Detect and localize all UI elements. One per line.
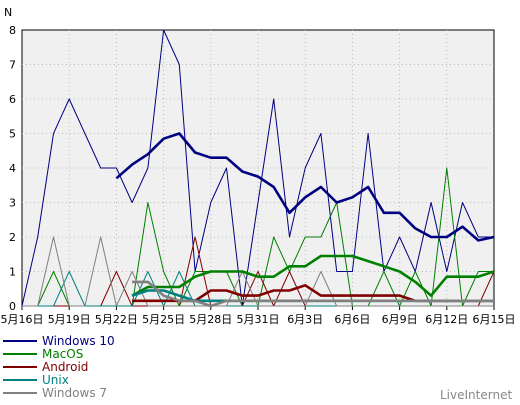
trend-line-macos bbox=[131, 254, 495, 297]
series-lines bbox=[21, 29, 495, 308]
y-tick-label: 8 bbox=[9, 24, 16, 37]
x-tick-label: 5月28日 bbox=[189, 313, 232, 326]
x-tick-label: 6月3日 bbox=[287, 313, 323, 326]
x-tick-label: 5月19日 bbox=[48, 313, 91, 326]
y-axis-ticks: 0 1 2 3 4 5 6 7 8 bbox=[9, 24, 16, 313]
x-tick-label: 6月6日 bbox=[334, 313, 370, 326]
x-axis-ticks: 5月16日 5月19日 5月22日 5月25日 5月28日 5月31日 6月3日 6月6日 6月… bbox=[1, 306, 516, 326]
y-tick-label: 2 bbox=[9, 231, 16, 244]
y-tick-label: 7 bbox=[9, 59, 16, 72]
trend-line-windows-10 bbox=[115, 132, 495, 242]
legend-label: Windows 7 bbox=[42, 386, 107, 400]
x-tick-label: 6月9日 bbox=[382, 313, 418, 326]
y-tick-label: 6 bbox=[9, 93, 16, 106]
x-tick-label: 5月31日 bbox=[237, 313, 280, 326]
y-tick-label: 1 bbox=[9, 266, 16, 279]
x-tick-label: 6月12日 bbox=[425, 313, 468, 326]
series-line-windows-7 bbox=[22, 236, 494, 307]
watermark: LiveInternet bbox=[440, 388, 512, 402]
y-tick-label: 3 bbox=[9, 197, 16, 210]
x-tick-label: 5月25日 bbox=[142, 313, 185, 326]
legend-label: Windows 10 bbox=[42, 334, 115, 348]
legend-label: MacOS bbox=[42, 347, 83, 361]
legend-label: Android bbox=[42, 360, 88, 374]
y-tick-label: 0 bbox=[9, 300, 16, 313]
y-unit-label: N bbox=[4, 6, 12, 19]
x-tick-label: 6月15日 bbox=[473, 313, 516, 326]
x-tick-label: 5月22日 bbox=[95, 313, 138, 326]
x-tick-label: 5月16日 bbox=[1, 313, 44, 326]
y-tick-label: 4 bbox=[9, 162, 16, 175]
legend-label: Unix bbox=[42, 373, 69, 387]
y-tick-label: 5 bbox=[9, 128, 16, 141]
trend-line-windows-7 bbox=[132, 280, 494, 308]
